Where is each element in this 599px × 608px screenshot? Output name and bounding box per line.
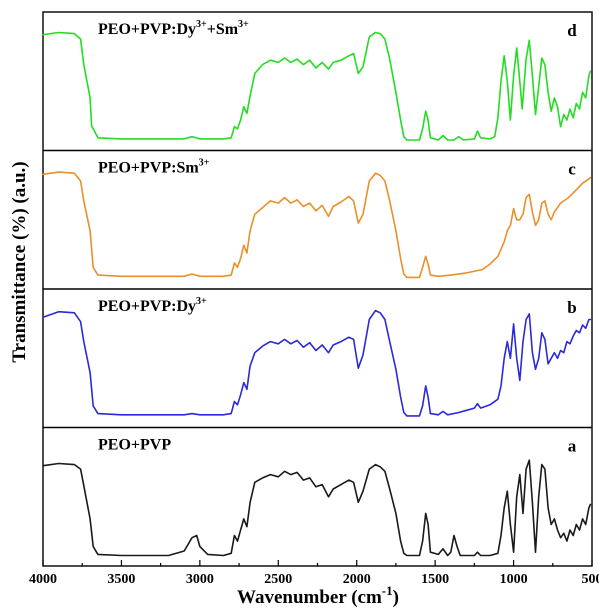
panel-c: PEO+PVP:Sm3+ c: [42, 149, 592, 279]
x-tick-label: 3500: [107, 572, 135, 587]
panel-label-text: +Sm: [207, 21, 239, 38]
spectrum-line-d: [42, 31, 592, 141]
panel-letter-b: b: [567, 298, 576, 317]
panel-label-superscript: 3+: [199, 158, 210, 169]
panel-label-superscript: 3+: [238, 19, 249, 30]
panel-b: PEO+PVP:Dy3+ b: [42, 288, 592, 417]
x-axis-label-text: Wavenumber (cm: [237, 587, 382, 608]
panel-letter-c: c: [568, 160, 576, 179]
panel-letter-a: a: [568, 437, 577, 456]
x-axis: 4000 3500 3000 2500 2000 1500 1000 500: [29, 560, 599, 587]
spectrum-line-c: [42, 171, 592, 279]
x-tick-label: 3000: [186, 572, 214, 587]
panel-d: PEO+PVP:Dy3++Sm3+ d: [42, 19, 592, 141]
x-tick-label: 2000: [343, 572, 371, 587]
panel-label-d: PEO+PVP:Dy3++Sm3+: [98, 19, 249, 38]
spectrum-line-a: [42, 459, 592, 557]
y-axis-label: Transmittance (%) (a.u.): [9, 161, 30, 362]
x-tick-label: 4000: [29, 572, 57, 587]
panel-label-text: PEO+PVP: [98, 437, 171, 454]
panel-label-text: PEO+PVP:Dy: [98, 298, 196, 315]
panel-label-b: PEO+PVP:Dy3+: [98, 296, 207, 315]
x-axis-label-close: ): [393, 587, 399, 608]
panel-a: PEO+PVP a: [42, 426, 592, 557]
x-axis-label-superscript: -1: [382, 583, 393, 598]
x-tick-label: 1500: [421, 572, 449, 587]
panel-label-text: PEO+PVP:Sm: [98, 160, 199, 177]
panel-label-superscript: 3+: [196, 19, 207, 30]
panel-label-c: PEO+PVP:Sm3+: [98, 158, 210, 177]
panel-label-superscript: 3+: [196, 296, 207, 307]
spectrum-line-b: [42, 309, 592, 417]
x-axis-label: Wavenumber (cm-1): [237, 583, 399, 608]
panel-label-a: PEO+PVP: [98, 437, 171, 454]
x-tick-label: 1000: [500, 572, 528, 587]
x-tick-label: 2500: [264, 572, 292, 587]
panel-letter-d: d: [567, 21, 577, 40]
panel-label-text: PEO+PVP:Dy: [98, 21, 196, 38]
x-tick-label: 500: [582, 572, 599, 587]
